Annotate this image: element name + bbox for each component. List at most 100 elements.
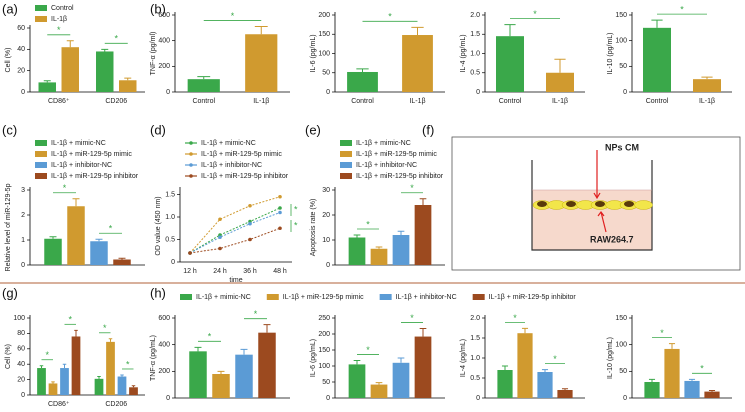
significance-label: * [231, 11, 235, 21]
y-axis-label: IL-4 (pg/mL) [460, 339, 467, 377]
error-bar [501, 365, 509, 370]
x-tick-label: Control [646, 98, 669, 105]
y-tick-label: 100 [615, 38, 627, 45]
y-tick-label: 20 [17, 376, 25, 383]
bar [517, 333, 533, 398]
significance-label: * [388, 12, 392, 22]
y-tick-label: 100 [615, 342, 627, 349]
y-tick-label: 400 [158, 38, 170, 45]
y-tick-label: 30 [322, 187, 330, 194]
error-bar [39, 365, 44, 369]
error-bar [254, 26, 268, 35]
error-bar [194, 346, 202, 352]
significance-label: * [366, 219, 370, 229]
error-bar [120, 374, 124, 377]
legend-swatch [472, 294, 485, 300]
y-tick-label: 1.0 [470, 50, 480, 57]
bar [392, 235, 410, 265]
error-bar [554, 58, 566, 73]
x-tick-label: IL-1β [409, 98, 425, 105]
bar [117, 376, 127, 395]
y-axis-label: OD value (450 nm) [155, 196, 162, 255]
x-tick-label: CD86⁺ [48, 401, 70, 408]
error-bar [397, 230, 405, 235]
significance-label: * [68, 315, 72, 325]
y-tick-label: 0.5 [165, 236, 175, 243]
y-tick-label: 0 [21, 262, 25, 269]
y-tick-label: 0.5 [470, 375, 480, 382]
y-tick-label: 200 [318, 12, 330, 19]
bar [693, 79, 721, 92]
point [248, 237, 252, 242]
y-tick-label: 150 [615, 315, 627, 322]
error-bar [51, 381, 55, 384]
y-tick-label: 600 [158, 315, 170, 322]
bar [370, 384, 388, 398]
legend-label: IL-1β + miR-129-5p inhibitor [51, 173, 139, 180]
error-bar [688, 378, 696, 381]
point [188, 251, 192, 255]
significance-label: * [366, 345, 370, 355]
y-tick-label: 200 [158, 368, 170, 375]
error-bar [66, 40, 74, 48]
legend-swatch [266, 294, 279, 300]
bar [44, 238, 62, 265]
bar [664, 348, 680, 398]
legend-label: IL-1β + miR-129-5p mimic [283, 294, 364, 301]
y-tick-label: 0 [623, 395, 627, 402]
panel-label: (f) [422, 122, 434, 137]
medium [532, 190, 652, 250]
y-axis-label: IL-6 (pg/mL) [310, 339, 317, 377]
series-line [189, 212, 281, 254]
y-tick-label: 150 [318, 31, 330, 38]
nucleus [537, 201, 547, 207]
y-tick-label: 100 [318, 50, 330, 57]
error-bar [504, 24, 516, 37]
significance-label: * [126, 359, 130, 369]
significance-label: * [63, 183, 67, 193]
error-bar [43, 80, 51, 83]
bar [187, 79, 220, 92]
error-bar [197, 76, 211, 80]
error-bar [95, 238, 103, 242]
x-tick-label: CD206 [105, 401, 127, 408]
y-axis-label: IL-4 (pg/mL) [460, 34, 467, 72]
x-tick-label: 24 h [213, 268, 227, 275]
legend-marker [189, 141, 193, 145]
error-bar [131, 385, 136, 388]
significance-label: * [660, 328, 664, 338]
y-tick-label: 2 [21, 212, 25, 219]
arrow [597, 211, 607, 233]
x-tick-label: IL-1β [552, 98, 568, 105]
legend-label: IL-1β + inhibitor-NC [396, 294, 457, 301]
legend-label: IL-1β + mimic-NC [51, 140, 106, 147]
error-bar [648, 378, 656, 382]
y-tick-label: 200 [158, 63, 170, 70]
x-tick-label: 48 h [273, 268, 287, 275]
error-bar [118, 257, 126, 260]
legend-label: Control [51, 5, 74, 12]
y-tick-label: 10 [322, 237, 330, 244]
significance-label: * [294, 204, 298, 214]
y-tick-label: 150 [615, 12, 627, 19]
point [218, 235, 222, 240]
significance-label: * [680, 5, 684, 15]
bar [60, 368, 69, 395]
y-axis-label: Cell (%) [5, 344, 12, 369]
y-tick-label: 1.0 [470, 355, 480, 362]
y-tick-label: 50 [619, 63, 627, 70]
bar [71, 336, 81, 395]
bar [392, 362, 410, 398]
panel-label: (b) [150, 1, 166, 16]
y-tick-label: 20 [322, 212, 330, 219]
cell [634, 200, 653, 210]
legend-swatch [180, 294, 192, 300]
y-axis-label: IL-10 (pg/mL) [607, 337, 614, 379]
diagram-label: NPs CM [605, 142, 639, 152]
bar [348, 237, 366, 265]
legend-label: IL-1β + miR-129-5p inhibitor [201, 173, 289, 180]
panel-label: (d) [150, 122, 166, 137]
error-bar [561, 388, 569, 390]
legend-label: IL-1β + inhibitor-NC [201, 162, 262, 169]
